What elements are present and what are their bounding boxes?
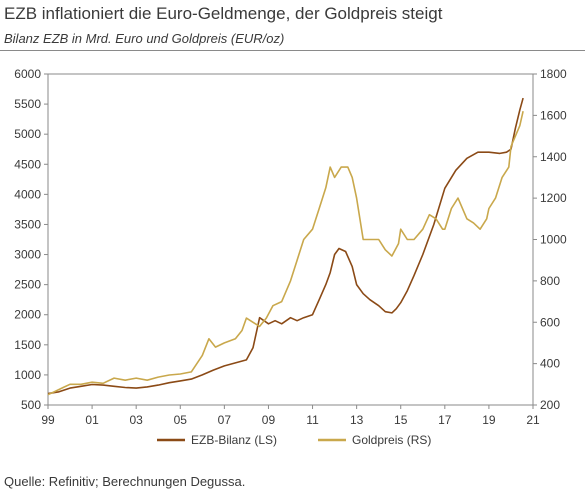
- right-tick-label: 400: [540, 357, 560, 371]
- x-tick-label: 11: [306, 413, 319, 427]
- ezb-bilanz-line: [47, 97, 524, 395]
- right-tick-label: 1600: [540, 108, 567, 122]
- x-tick-label: 17: [438, 413, 452, 427]
- x-tick-label: 21: [526, 413, 540, 427]
- legend-label: EZB-Bilanz (LS): [191, 433, 277, 447]
- left-axis-ticks: 500 1000 1500 2000 2500 3000 3500 4000 4500 5000 5…: [14, 67, 48, 412]
- x-tick-label: 15: [394, 413, 408, 427]
- x-tick-label: 99: [41, 413, 55, 427]
- x-tick-label: 09: [262, 413, 276, 427]
- right-axis-ticks: 200 400 600 800 1000 1200 1400 1600 1800: [533, 67, 567, 412]
- left-tick-label: 2000: [14, 308, 41, 322]
- goldpreis-line: [47, 111, 524, 396]
- left-tick-label: 4500: [14, 157, 41, 171]
- plot-border: [47, 73, 534, 406]
- right-tick-label: 600: [540, 315, 560, 329]
- chart-subtitle: Bilanz EZB in Mrd. Euro und Goldpreis (E…: [4, 31, 285, 46]
- left-tick-label: 2500: [14, 278, 41, 292]
- left-tick-label: 3500: [14, 217, 41, 231]
- right-tick-label: 1800: [540, 67, 567, 81]
- left-tick-label: 5500: [14, 97, 41, 111]
- left-tick-label: 5000: [14, 127, 41, 141]
- x-tick-label: 03: [130, 413, 144, 427]
- left-tick-label: 6000: [14, 67, 41, 81]
- title-divider: [0, 50, 585, 51]
- series-layer: [47, 97, 524, 396]
- x-tick-label: 05: [174, 413, 188, 427]
- source-note: Quelle: Refinitiv; Berechnungen Degussa.: [4, 474, 246, 489]
- left-tick-label: 3000: [14, 248, 41, 262]
- right-tick-label: 1200: [540, 191, 567, 205]
- x-axis-ticks: 99 01 03 05 07 09 11 13 15 17 19 21: [41, 405, 540, 427]
- x-tick-label: 13: [350, 413, 364, 427]
- x-tick-label: 07: [218, 413, 232, 427]
- right-tick-label: 800: [540, 274, 560, 288]
- right-tick-label: 1000: [540, 233, 567, 247]
- x-tick-label: 01: [85, 413, 99, 427]
- left-tick-label: 4000: [14, 187, 41, 201]
- plot-frame: [47, 73, 534, 406]
- right-tick-label: 200: [540, 398, 560, 412]
- legend: EZB-Bilanz (LS) Goldpreis (RS): [157, 433, 431, 447]
- right-tick-label: 1400: [540, 150, 567, 164]
- legend-label: Goldpreis (RS): [352, 433, 431, 447]
- left-tick-label: 1000: [14, 368, 41, 382]
- chart-title: EZB inflationiert die Euro-Geldmenge, de…: [4, 4, 443, 23]
- left-tick-label: 1500: [14, 338, 41, 352]
- left-tick-label: 500: [21, 398, 41, 412]
- x-tick-label: 19: [482, 413, 496, 427]
